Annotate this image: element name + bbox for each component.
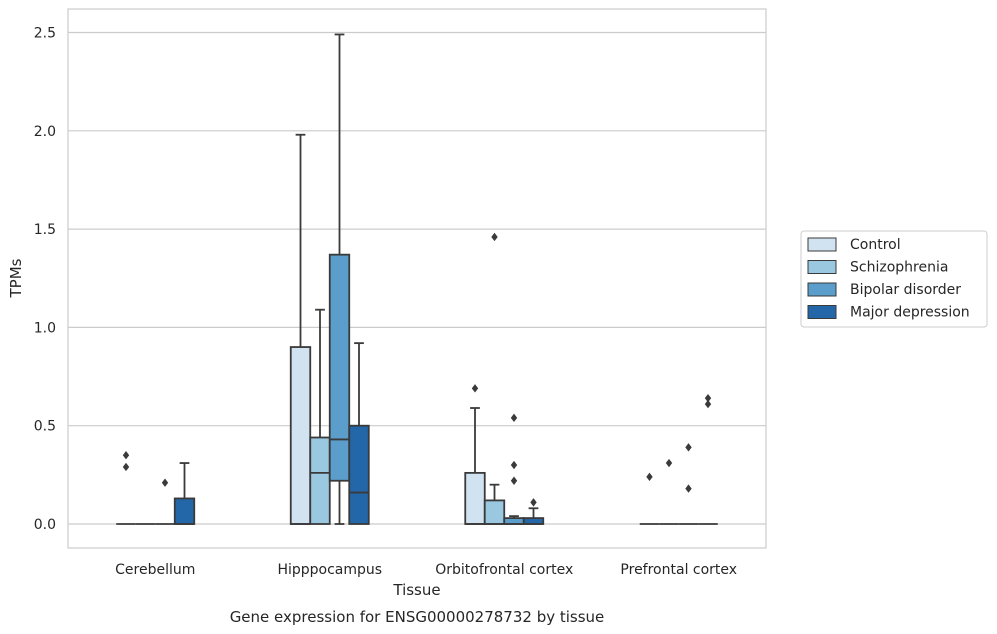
legend-entry-label: Bipolar disorder [850, 282, 961, 298]
box-control [464, 384, 486, 525]
outlier-point [704, 399, 712, 409]
box-control [289, 133, 312, 525]
x-tick-label: Cerebellum [115, 562, 195, 578]
legend-swatch [807, 305, 837, 319]
box-iqr [289, 346, 312, 525]
outlier-point [510, 413, 518, 423]
x-tick-label: Hipppocampus [277, 562, 382, 578]
outlier-point [510, 460, 518, 470]
legend-swatch [807, 282, 837, 297]
box-iqr [328, 253, 351, 482]
box-major-depression [173, 462, 196, 525]
gridlines [68, 31, 766, 525]
box-iqr [309, 436, 331, 525]
box-iqr [464, 471, 486, 525]
x-tick-labels: Cerebellum Hipppocampus Orbitofrontal cort… [115, 562, 737, 578]
outlier-point [530, 498, 537, 507]
box-iqr [483, 499, 506, 525]
legend-entry-label: Major depression [850, 305, 970, 321]
box-series-layer [116, 33, 718, 525]
outlier-point [704, 393, 712, 403]
y-tick-labels: 0.0 0.5 1.0 1.5 2.0 2.5 [34, 26, 56, 534]
box-major-depression [698, 393, 718, 525]
outlier-point [665, 458, 673, 468]
y-axis-label: TPMs [7, 258, 25, 298]
outlier-point [471, 384, 479, 393]
box-schizophrenia [659, 458, 679, 525]
box-iqr [348, 424, 370, 525]
legend-frame [800, 230, 988, 328]
box-schizophrenia [483, 232, 506, 525]
box-bipolar-disorder [328, 33, 351, 525]
legend: Control Schizophrenia Bipolar disorder Majo… [800, 230, 988, 328]
legend-entry-label: Schizophrenia [850, 260, 948, 276]
outlier-point [122, 450, 130, 460]
box-schizophrenia [309, 308, 331, 525]
outlier-point [161, 478, 169, 487]
outlier-point [646, 472, 653, 482]
outlier-point [491, 232, 498, 242]
box-iqr [173, 497, 196, 525]
legend-entry-label: Control [850, 237, 901, 253]
y-tick-label: 2.5 [34, 26, 56, 42]
outlier-point [685, 484, 692, 493]
y-tick-label: 1.0 [34, 320, 56, 336]
x-axis-label: Tissue [392, 581, 440, 599]
y-tick-label: 1.5 [34, 222, 56, 238]
box-major-depression [348, 342, 370, 525]
figure-caption: Gene expression for ENSG00000278732 by t… [230, 608, 605, 626]
box-bipolar-disorder [503, 413, 525, 525]
legend-swatch [807, 260, 837, 274]
box-control [639, 472, 660, 525]
x-tick-label: Prefrontal cortex [620, 562, 737, 578]
box-major-depression [522, 498, 545, 525]
box-control [116, 450, 136, 525]
y-tick-label: 2.0 [34, 124, 56, 140]
y-tick-label: 0.5 [34, 419, 56, 435]
outlier-point [685, 443, 692, 452]
y-tick-label: 0.0 [34, 517, 56, 533]
box-bipolar-disorder [678, 443, 699, 525]
box-bipolar-disorder [155, 478, 175, 525]
outlier-point [122, 462, 130, 472]
legend-swatch [807, 237, 837, 252]
x-tick-label: Orbitofrontal cortex [435, 562, 573, 578]
outlier-point [510, 476, 518, 485]
plot-area-frame [67, 8, 767, 549]
